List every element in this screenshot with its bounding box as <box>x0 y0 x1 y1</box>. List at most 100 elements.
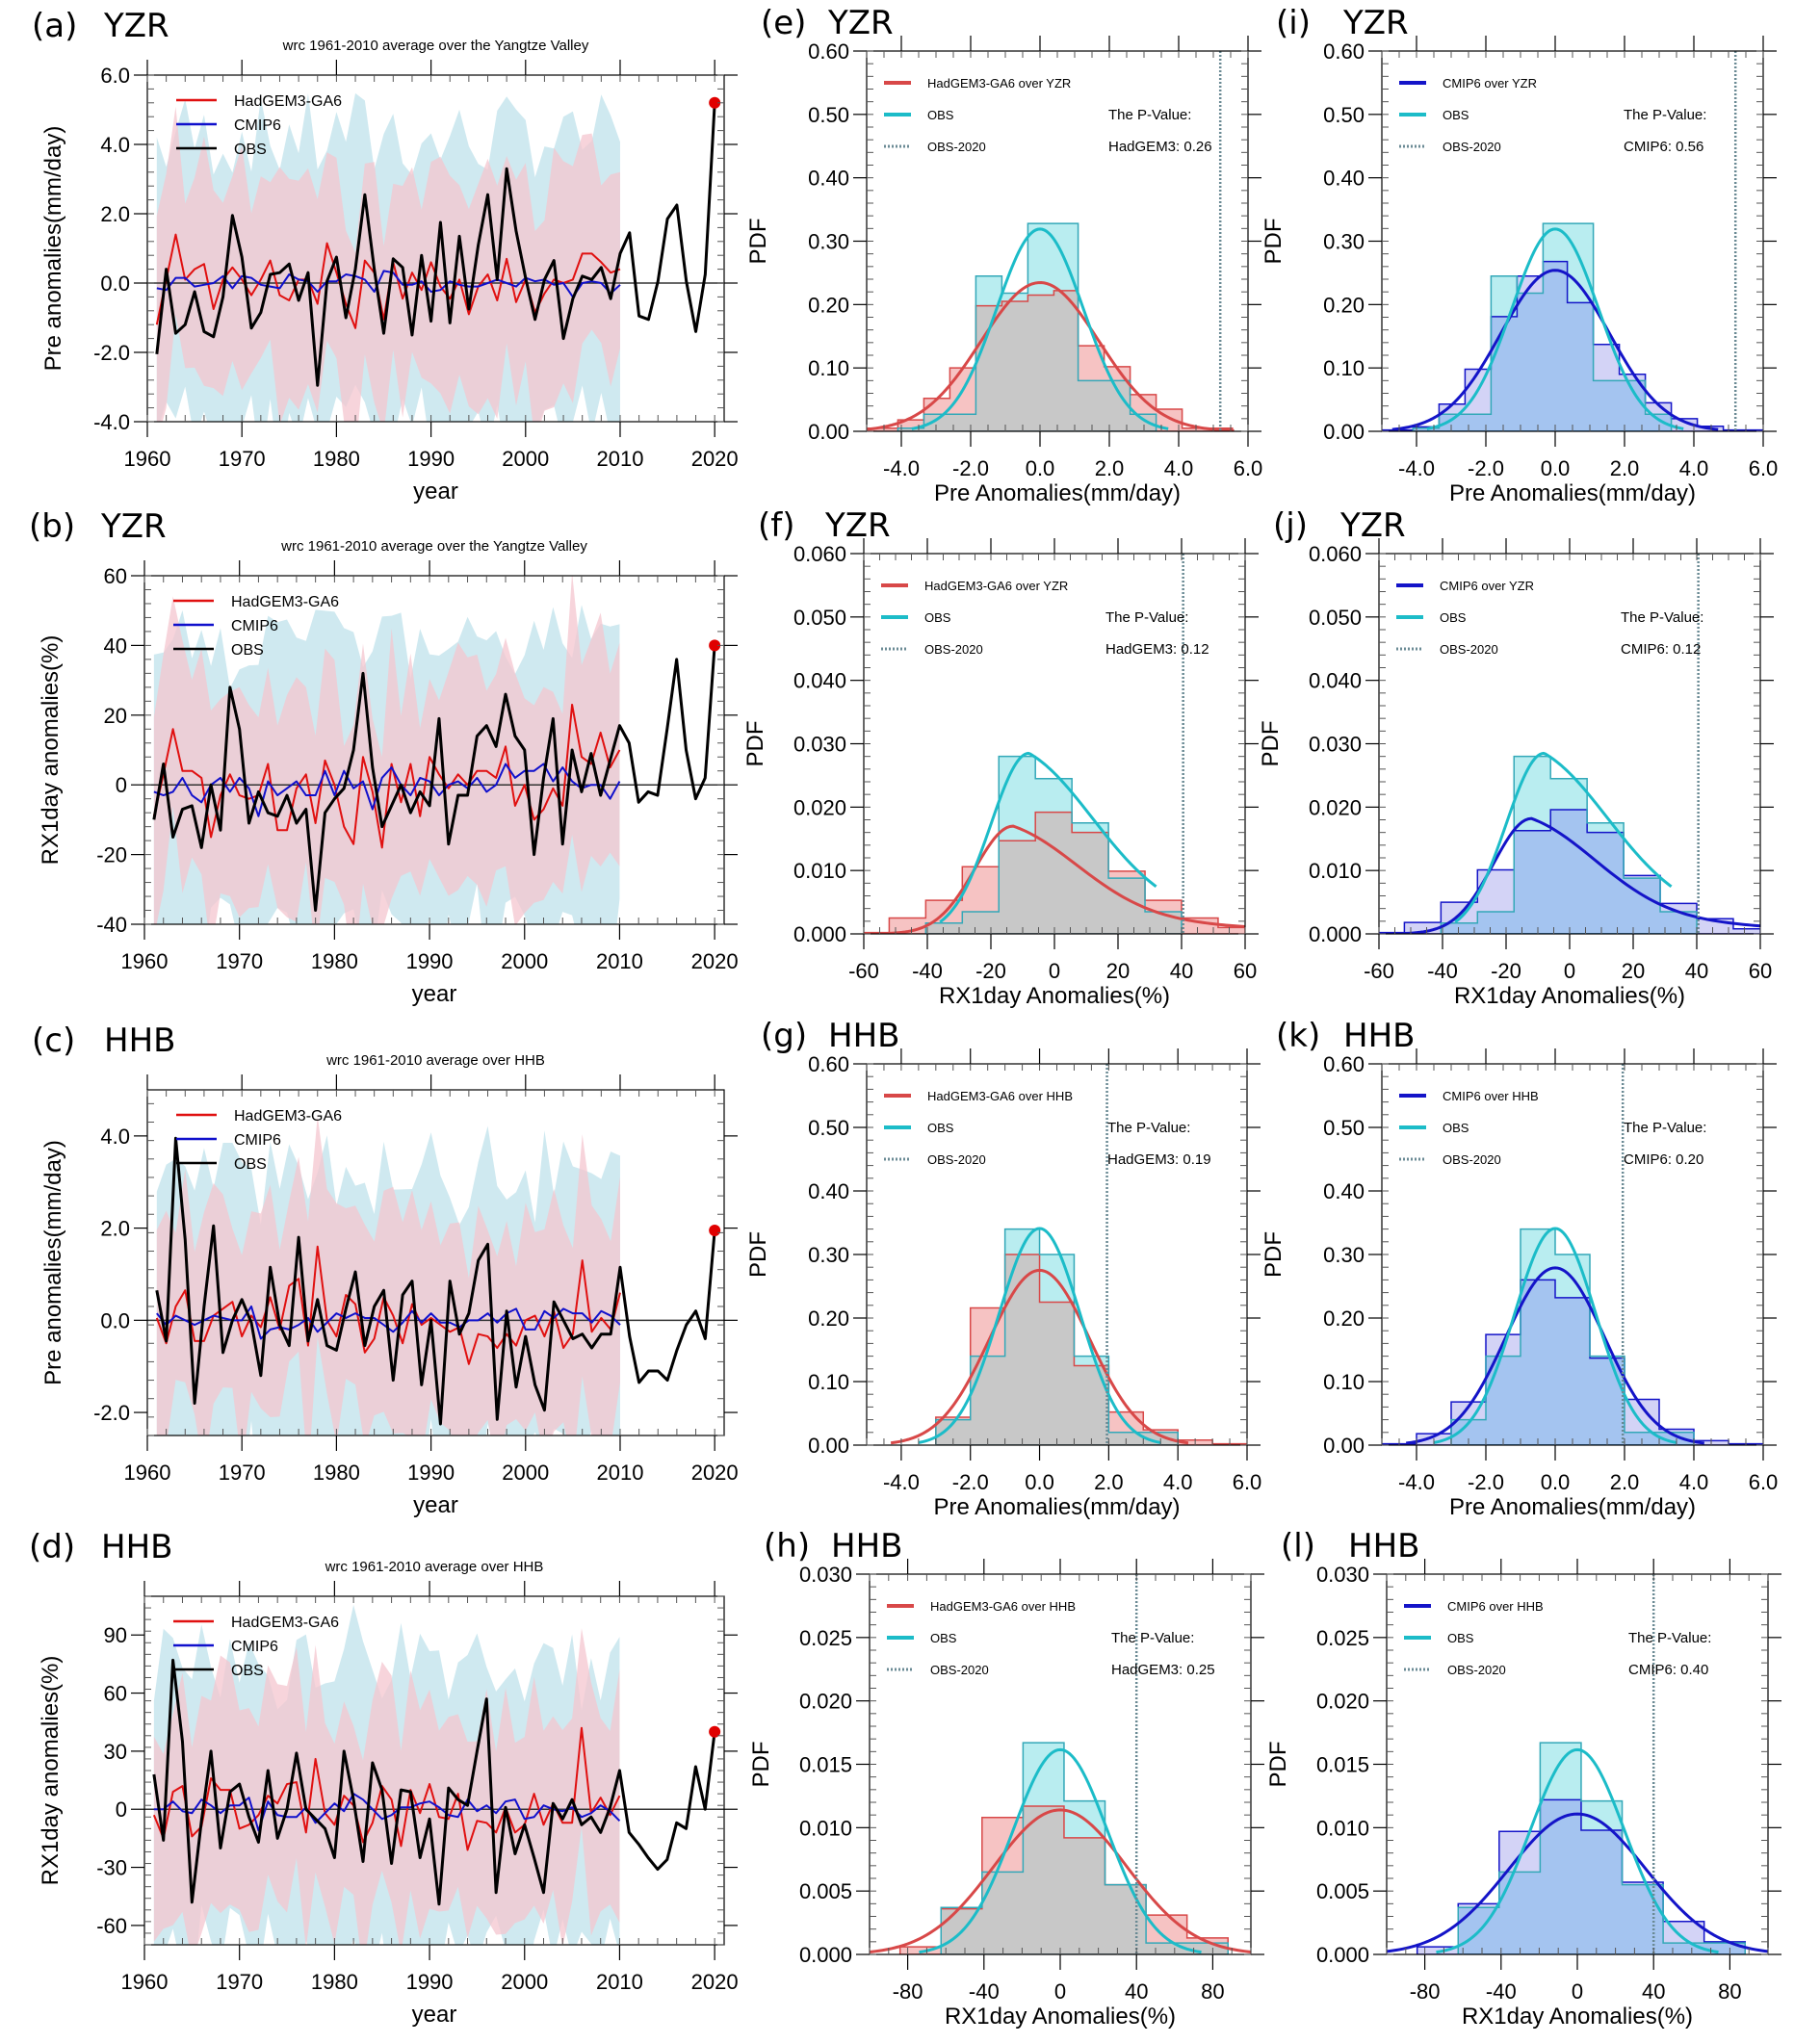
plot-area <box>144 576 724 924</box>
model-pdf-curve <box>864 824 1245 934</box>
y-tick-label: 0.60 <box>808 1052 849 1076</box>
obs-pdf-curve <box>1426 227 1684 430</box>
legend-label: HadGEM3-GA6 <box>234 1108 342 1125</box>
pvalue-title: The P-Value: <box>1107 1120 1190 1136</box>
x-tick-label: 2010 <box>597 1461 644 1485</box>
overlap-hist-fill <box>1382 1280 1763 1445</box>
model-pdf-curve <box>1379 816 1760 934</box>
model-pdf-curve <box>870 1808 1251 1953</box>
x-tick-label: 0 <box>1564 959 1575 983</box>
legend-label: OBS <box>1443 1121 1469 1135</box>
legend-label: OBS-2020 <box>1443 140 1501 154</box>
x-tick-label: 4.0 <box>1679 456 1709 480</box>
y-tick-label: 60 <box>104 1682 127 1706</box>
legend-label: OBS-2020 <box>930 1663 989 1677</box>
y-tick-label: 4.0 <box>100 1125 130 1149</box>
panel-label: (c) <box>32 1022 75 1060</box>
y-tick-label: 0.30 <box>808 1243 849 1267</box>
cmip6-line <box>153 763 621 817</box>
y-tick-label: 0.025 <box>1316 1626 1369 1650</box>
obs-hist-outline <box>1450 1228 1695 1445</box>
y-tick-label: 60 <box>104 564 127 588</box>
plot-area <box>1382 51 1763 431</box>
x-tick-label: -80 <box>893 1979 923 2004</box>
x-tick-label: 0.0 <box>1025 1470 1054 1494</box>
plot-area <box>864 554 1245 934</box>
x-tick-label: 2020 <box>691 447 739 471</box>
legend-label: OBS-2020 <box>1440 642 1498 657</box>
overlap-hist-fill <box>1379 809 1760 934</box>
pvalue-text: HadGEM3: 0.26 <box>1108 139 1212 155</box>
panel-region: HHB <box>831 1527 902 1565</box>
y-tick-label: -2.0 <box>93 341 130 365</box>
y-tick-label: 0.060 <box>793 542 846 566</box>
legend-label: CMIP6 over YZR <box>1443 76 1537 91</box>
x-tick-label: -4.0 <box>1398 456 1435 480</box>
legend-label: OBS <box>231 642 264 659</box>
legend-label: CMIP6 <box>231 1639 278 1655</box>
x-axis-label: RX1day Anomalies(%) <box>1462 2004 1693 2030</box>
panel-label: (g) <box>761 1017 807 1055</box>
legend-label: OBS <box>927 108 954 122</box>
panel-title: wrc 1961-2010 average over HHB <box>325 1559 544 1575</box>
x-tick-label: 1970 <box>219 1461 266 1485</box>
y-tick-label: 0.40 <box>808 167 849 191</box>
y-tick-label: 0.020 <box>1309 795 1362 819</box>
legend-label: OBS <box>1447 1631 1474 1645</box>
y-tick-label: 0.00 <box>808 420 849 444</box>
x-tick-label: 2.0 <box>1095 456 1125 480</box>
legend-label: OBS-2020 <box>924 642 983 657</box>
obs-pdf-curve <box>1454 751 1673 923</box>
panel-k: 0.00 0.10 0.20 0.30 0.40 0.50 0.60 -4.0 -2.0 0.0 2… <box>1261 1017 1778 1520</box>
pvalue-text: CMIP6: 0.56 <box>1624 139 1703 155</box>
panel-region: YZR <box>1339 506 1406 545</box>
x-tick-label: 1990 <box>407 1461 455 1485</box>
y-axis-label: PDF <box>745 219 771 265</box>
y-tick-label: -2.0 <box>93 1401 130 1425</box>
y-tick-label: -40 <box>96 913 127 937</box>
x-tick-label: 0.0 <box>1541 456 1571 480</box>
x-tick-label: 2020 <box>691 1970 739 1994</box>
x-tick-label: 2000 <box>501 949 548 973</box>
y-axis-label: PDF <box>1261 219 1287 265</box>
panel-region: HHB <box>828 1017 899 1055</box>
x-axis-label: year <box>412 2002 457 2028</box>
legend-label: OBS <box>1443 108 1469 122</box>
x-tick-label: -40 <box>1486 1979 1517 2004</box>
legend-label: OBS <box>924 610 951 625</box>
x-tick-label: 60 <box>1234 959 1257 983</box>
y-tick-label: 0.000 <box>1309 922 1362 946</box>
panel-j: 0.000 0.010 0.020 0.030 0.040 0.050 0.060 -60 -4… <box>1258 506 1774 1009</box>
panel-i: 0.00 0.10 0.20 0.30 0.40 0.50 0.60 -4.0 -2.0 0.0 2… <box>1261 4 1778 506</box>
pvalue-text: HadGEM3: 0.12 <box>1105 641 1209 658</box>
y-tick-label: 20 <box>104 704 127 728</box>
y-tick-label: 0.005 <box>799 1879 852 1903</box>
y-tick-label: 0.50 <box>808 1116 849 1140</box>
y-tick-label: 0.010 <box>799 1816 852 1840</box>
y-tick-label: 0.050 <box>793 606 846 630</box>
x-tick-label: 0.0 <box>1541 1470 1571 1494</box>
overlap-hist-fill <box>1382 261 1763 431</box>
overlap-hist-fill <box>867 290 1233 431</box>
obs-2020-point <box>709 96 721 109</box>
x-tick-label: -2.0 <box>1468 1470 1504 1494</box>
x-axis-label: year <box>412 981 457 1007</box>
model-hist-outline <box>867 290 1234 431</box>
y-axis-label: PDF <box>1258 721 1284 767</box>
y-tick-label: -30 <box>96 1856 127 1880</box>
model-hist-outline <box>1416 1798 1746 1954</box>
y-tick-label: 0.0 <box>100 1308 130 1332</box>
x-tick-label: 2020 <box>691 949 739 973</box>
legend-label: HadGEM3-GA6 over YZR <box>924 579 1068 593</box>
legend-label: OBS <box>1440 610 1467 625</box>
plot-frame <box>143 575 725 925</box>
x-tick-label: 1970 <box>216 1970 263 1994</box>
panel-label: (k) <box>1276 1017 1320 1055</box>
model-pdf-curve <box>1406 1266 1704 1445</box>
obs-2020-point <box>709 639 721 652</box>
obs-pdf-curve <box>911 227 1169 430</box>
x-tick-label: 80 <box>1718 1979 1741 2004</box>
x-tick-label: 40 <box>1685 959 1708 983</box>
legend-label: HadGEM3-GA6 over HHB <box>930 1599 1076 1614</box>
obs-pdf-curve <box>1436 1747 1719 1954</box>
